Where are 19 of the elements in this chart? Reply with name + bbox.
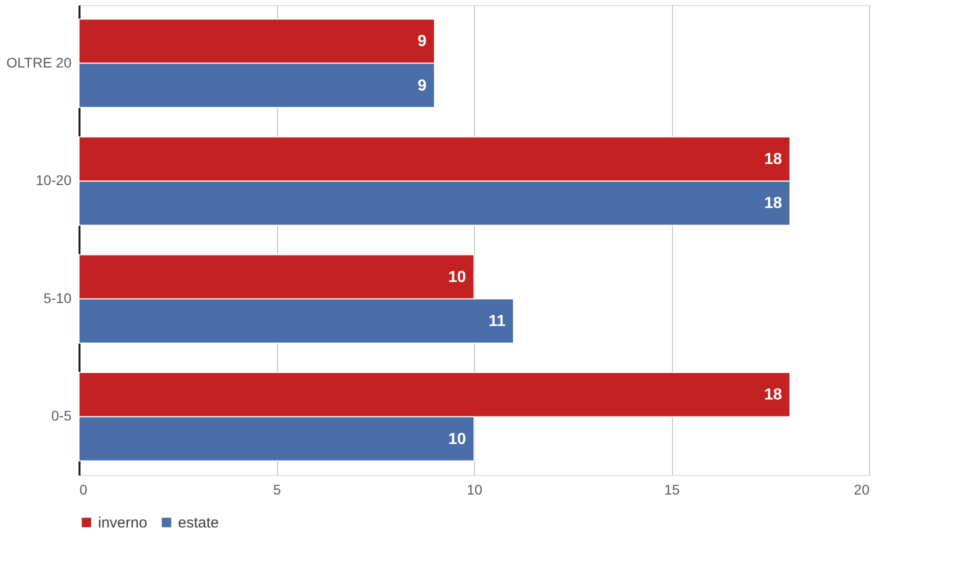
x-tick-label: 5	[273, 482, 282, 498]
y-tick-label: 0-5	[51, 408, 72, 424]
x-tick-label: 0	[80, 482, 88, 498]
y-tick-label: 10-20	[36, 172, 72, 188]
y-tick-label: OLTRE 20	[6, 54, 72, 70]
x-tick-label: 15	[664, 482, 680, 498]
legend-label: estate	[178, 514, 219, 532]
data-label: 18	[764, 386, 782, 404]
x-tick-label: 20	[854, 482, 870, 498]
y-tick-label: 5-10	[43, 290, 72, 306]
data-label: 18	[764, 195, 782, 212]
data-label: 10	[448, 430, 466, 448]
data-label: 9	[418, 33, 427, 50]
data-label: 18	[764, 151, 782, 168]
x-tick-label: 10	[466, 482, 482, 498]
data-label: 11	[488, 312, 506, 330]
data-label: 9	[418, 77, 427, 94]
legend-label: inverno	[98, 514, 148, 532]
data-label: 10	[448, 268, 466, 286]
